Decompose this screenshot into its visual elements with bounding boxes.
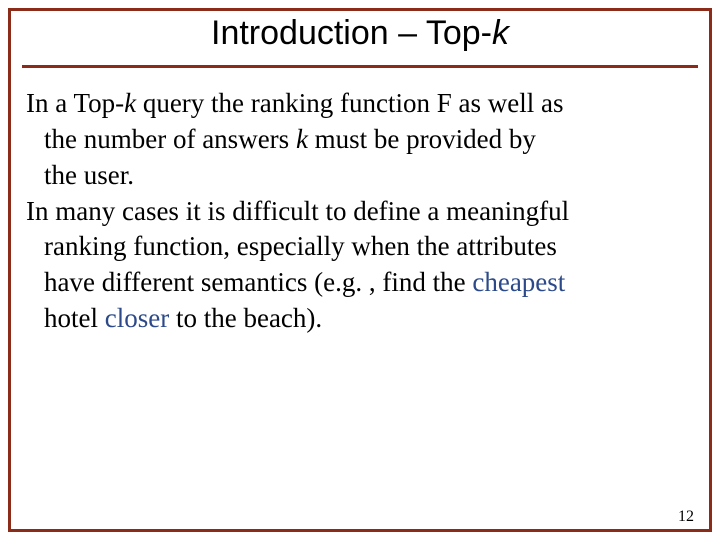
slide-title: Introduction – Top-k: [22, 14, 698, 53]
title-text-k: k: [492, 14, 509, 52]
text-span-accent-closer: closer: [105, 303, 169, 333]
body-text: In a Top-k query the ranking function F …: [22, 88, 698, 335]
text-span-accent-cheapest: cheapest: [472, 267, 565, 297]
text-span: must be provided by: [308, 124, 536, 154]
content-area: Introduction – Top-k In a Top-k query th…: [22, 12, 698, 516]
para-1-line-2: the number of answers k must be provided…: [26, 124, 694, 156]
text-span: have different semantics (e.g. , find th…: [44, 267, 472, 297]
title-rule: [22, 65, 698, 68]
para-1-line-1: In a Top-k query the ranking function F …: [26, 88, 694, 120]
para-2-line-2: ranking function, especially when the at…: [26, 231, 694, 263]
para-2-line-1: In many cases it is difficult to define …: [26, 196, 694, 228]
para-2-line-3: have different semantics (e.g. , find th…: [26, 267, 694, 299]
page-number: 12: [678, 508, 694, 526]
text-span: the number of answers: [44, 124, 296, 154]
text-span: In a Top-: [26, 88, 124, 118]
slide: Introduction – Top-k In a Top-k query th…: [0, 0, 720, 540]
para-1-line-3: the user.: [26, 160, 694, 192]
text-span-italic-k: k: [296, 124, 308, 154]
text-span: hotel: [44, 303, 105, 333]
text-span-italic-k: k: [124, 88, 136, 118]
para-2-line-4: hotel closer to the beach).: [26, 303, 694, 335]
text-span: query the ranking function F as well as: [136, 88, 563, 118]
title-text-prefix: Introduction – Top-: [211, 14, 492, 52]
text-span: to the beach).: [169, 303, 322, 333]
